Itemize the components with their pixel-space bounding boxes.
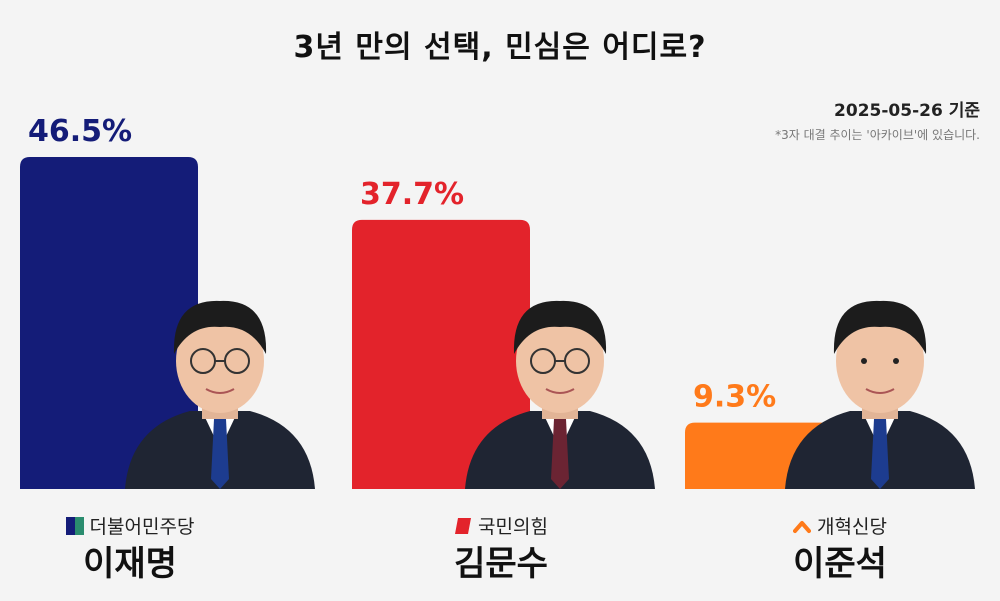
party-name: 국민의힘 <box>478 516 548 538</box>
party-label-democratic: 더불어민주당 <box>0 512 280 539</box>
candidate-name-lee-junseok: 이준석 <box>793 544 887 584</box>
party-name: 개혁신당 <box>817 516 887 538</box>
value-label-lee-junseok: 9.3% <box>693 380 776 415</box>
candidate-photo-kim-moonsoo <box>465 300 655 489</box>
reform-party-logo-icon <box>793 521 812 533</box>
candidate-name-kim-moonsoo: 김문수 <box>454 544 548 584</box>
party-name: 더불어민주당 <box>89 516 195 538</box>
date-label: 2025-05-26 기준 <box>834 101 980 121</box>
party-label-ppp: 국민의힘 <box>351 512 651 539</box>
bar-chart: 46.5% 37.7% 9.3% <box>20 114 975 489</box>
bar-kim-moonsoo <box>352 219 530 489</box>
candidate-photo-lee-junseok <box>785 300 975 489</box>
bar-lee-jaemyung <box>20 157 198 489</box>
page-title: 3년 만의 선택, 민심은 어디로? <box>293 30 707 65</box>
party-label-reform: 개혁신당 <box>690 512 990 539</box>
archive-note: *3자 대결 추이는 '아카이브'에 있습니다. <box>775 128 980 142</box>
ppp-logo-icon <box>455 518 472 534</box>
candidate-name-lee-jaemyung: 이재명 <box>83 544 177 584</box>
candidate-photo-lee-jaemyung <box>125 300 315 489</box>
value-label-lee-jaemyung: 46.5% <box>28 114 132 149</box>
democratic-party-logo-icon <box>65 517 84 535</box>
value-label-kim-moonsoo: 37.7% <box>360 177 464 212</box>
